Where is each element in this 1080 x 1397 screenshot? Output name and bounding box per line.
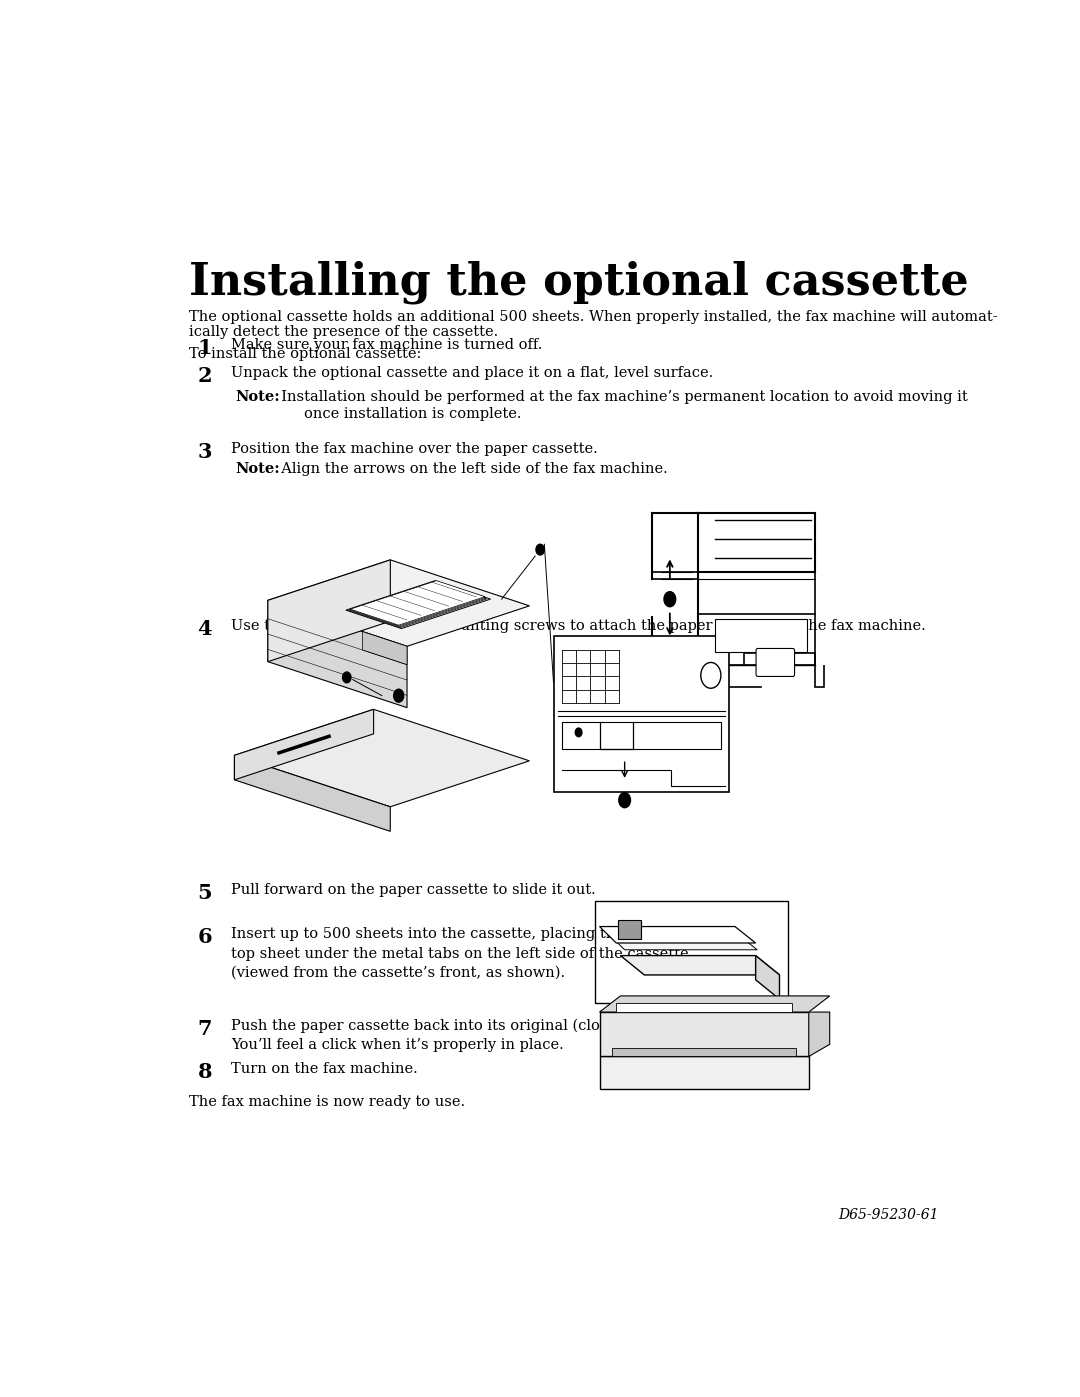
Text: D65-95230-61: D65-95230-61 (838, 1208, 939, 1222)
Circle shape (342, 672, 351, 683)
Polygon shape (234, 756, 390, 831)
Polygon shape (350, 581, 485, 626)
Bar (715, 619, 807, 651)
Circle shape (536, 545, 544, 555)
Text: Installation should be performed at the fax machine’s permanent location to avoi: Installation should be performed at the … (272, 390, 968, 404)
Bar (595, 901, 787, 1003)
Text: Align the arrows on the left side of the fax machine.: Align the arrows on the left side of the… (272, 462, 669, 476)
Polygon shape (234, 710, 374, 780)
Text: The optional cassette holds an additional 500 sheets. When properly installed, t: The optional cassette holds an additiona… (189, 310, 998, 324)
Text: Note:: Note: (235, 462, 280, 476)
Polygon shape (349, 581, 486, 627)
Text: 2: 2 (198, 366, 212, 386)
Text: 8: 8 (198, 1062, 212, 1081)
Polygon shape (599, 1056, 809, 1088)
Polygon shape (349, 583, 487, 627)
Polygon shape (268, 560, 390, 662)
Circle shape (393, 689, 404, 703)
Polygon shape (809, 1011, 829, 1056)
Bar (562, 722, 721, 749)
Bar (612, 1048, 796, 1056)
Polygon shape (756, 956, 780, 999)
Polygon shape (268, 601, 407, 708)
Polygon shape (268, 560, 529, 647)
Text: Make sure your fax machine is turned off.: Make sure your fax machine is turned off… (231, 338, 542, 352)
Text: Pull forward on the paper cassette to slide it out.: Pull forward on the paper cassette to sl… (231, 883, 596, 897)
Text: Use the two paper cassette mounting screws to attach the paper cassette to the f: Use the two paper cassette mounting scre… (231, 619, 926, 633)
Text: 7: 7 (198, 1018, 212, 1038)
Text: Installing the optional cassette: Installing the optional cassette (189, 260, 969, 303)
Text: ically detect the presence of the cassette.: ically detect the presence of the casset… (189, 324, 499, 338)
Circle shape (664, 592, 676, 606)
Circle shape (619, 792, 631, 807)
Bar (599, 1011, 809, 1056)
Polygon shape (346, 581, 490, 629)
Text: The fax machine is now ready to use.: The fax machine is now ready to use. (189, 1095, 465, 1109)
Polygon shape (234, 710, 529, 807)
Polygon shape (599, 926, 756, 943)
Text: once installation is complete.: once installation is complete. (305, 407, 522, 420)
Text: Note:: Note: (235, 390, 280, 404)
Polygon shape (618, 919, 642, 939)
FancyBboxPatch shape (756, 648, 795, 676)
Polygon shape (363, 631, 407, 665)
Bar (554, 636, 729, 792)
Text: Unpack the optional cassette and place it on a flat, level surface.: Unpack the optional cassette and place i… (231, 366, 714, 380)
Text: Insert up to 500 sheets into the cassette, placing the edges of the
top sheet un: Insert up to 500 sheets into the cassett… (231, 928, 720, 981)
Text: Turn on the fax machine.: Turn on the fax machine. (231, 1062, 418, 1076)
Text: Push the paper cassette back into its original (closed) position.
You’ll feel a : Push the paper cassette back into its or… (231, 1018, 700, 1052)
Text: Position the fax machine over the paper cassette.: Position the fax machine over the paper … (231, 441, 598, 455)
Text: 6: 6 (198, 928, 212, 947)
Circle shape (576, 728, 582, 736)
Text: To install the optional cassette:: To install the optional cassette: (189, 346, 422, 360)
Text: 3: 3 (198, 441, 212, 462)
Text: 1: 1 (198, 338, 212, 358)
Polygon shape (608, 933, 757, 950)
Text: 4: 4 (198, 619, 212, 640)
Polygon shape (599, 996, 829, 1011)
Polygon shape (350, 581, 486, 626)
Polygon shape (620, 956, 780, 975)
Bar (617, 1003, 792, 1011)
Text: 5: 5 (198, 883, 212, 902)
